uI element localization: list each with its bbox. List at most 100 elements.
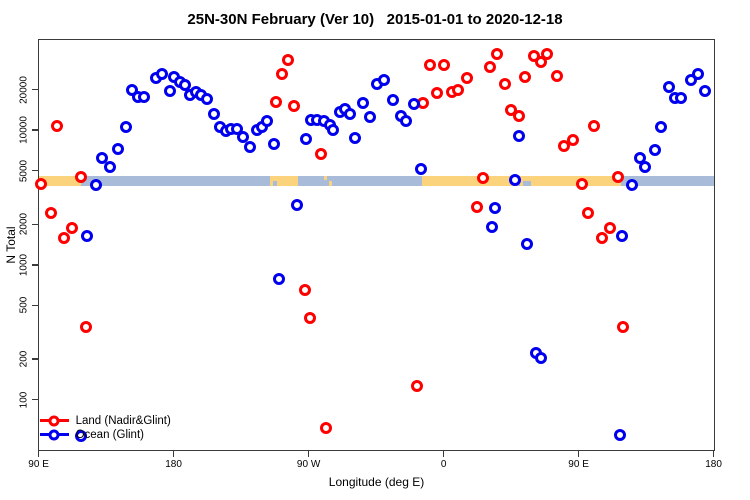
- data-point-ocean: [625, 178, 638, 191]
- data-point-ocean: [261, 114, 274, 127]
- data-point-land: [581, 207, 594, 220]
- data-point-ocean: [663, 81, 676, 94]
- map-band-ocean: [621, 175, 714, 186]
- data-point-land: [45, 206, 58, 219]
- x-axis-title: Longitude (deg E): [328, 475, 425, 489]
- data-point-ocean: [535, 352, 548, 365]
- data-point-land: [430, 86, 443, 99]
- data-point-land: [65, 222, 78, 235]
- x-tick-label: 90 E: [28, 458, 49, 470]
- y-tick: [31, 264, 39, 266]
- data-point-ocean: [356, 96, 369, 109]
- x-tick: [37, 449, 40, 457]
- data-point-ocean: [691, 67, 704, 80]
- y-tick-label: 500: [18, 297, 30, 314]
- data-point-ocean: [387, 94, 400, 107]
- data-point-land: [437, 58, 450, 71]
- data-point-land: [611, 170, 624, 183]
- data-point-land: [275, 67, 288, 80]
- data-point-land: [490, 47, 503, 60]
- data-point-land: [587, 119, 600, 132]
- y-tick: [31, 223, 39, 225]
- data-point-land: [499, 78, 512, 90]
- data-point-ocean: [75, 429, 88, 442]
- data-point-land: [304, 312, 317, 325]
- data-point-ocean: [163, 85, 176, 98]
- data-point-ocean: [639, 160, 652, 173]
- data-point-ocean: [96, 151, 109, 164]
- x-tick-label: 90 W: [296, 458, 321, 470]
- data-point-land: [58, 232, 71, 245]
- x-tick: [307, 449, 310, 457]
- data-point-ocean: [138, 91, 151, 104]
- data-point-land: [269, 96, 282, 109]
- legend: Land (Nadir&Glint) Ocean (Glint): [39, 414, 171, 442]
- map-band-land: [421, 175, 622, 186]
- data-point-ocean: [400, 115, 413, 128]
- data-point-ocean: [343, 107, 356, 120]
- data-point-ocean: [488, 202, 501, 215]
- x-tick: [442, 449, 445, 457]
- data-point-ocean: [268, 137, 281, 150]
- y-axis-title: N Total: [4, 226, 18, 264]
- data-point-land: [595, 232, 608, 245]
- data-point-ocean: [520, 237, 533, 250]
- data-point-land: [541, 48, 554, 61]
- data-point-ocean: [89, 178, 102, 191]
- chart-title: 25N-30N February (Ver 10) 2015-01-01 to …: [187, 11, 563, 28]
- data-point-ocean: [675, 92, 688, 105]
- y-tick: [31, 169, 39, 172]
- y-tick-label: 1000: [18, 253, 30, 276]
- x-tick: [712, 449, 715, 457]
- data-point-ocean: [613, 428, 626, 441]
- data-point-ocean: [349, 132, 362, 145]
- data-point-land: [411, 380, 424, 393]
- y-tick: [31, 398, 39, 401]
- data-point-land: [79, 320, 92, 333]
- y-tick-label: 5000: [18, 159, 30, 182]
- data-point-land: [477, 171, 490, 184]
- data-point-ocean: [408, 98, 421, 111]
- legend-item-land: Land (Nadir&Glint): [39, 414, 171, 428]
- x-tick-label: 90 E: [568, 458, 589, 470]
- map-band-land: [269, 175, 299, 186]
- data-point-ocean: [103, 160, 116, 173]
- data-point-land: [512, 110, 525, 123]
- data-point-ocean: [616, 230, 629, 243]
- data-point-ocean: [273, 272, 286, 285]
- data-point-ocean: [119, 121, 132, 134]
- data-point-land: [288, 100, 301, 113]
- data-point-ocean: [208, 107, 221, 120]
- y-tick-label: 10000: [18, 116, 30, 145]
- data-point-ocean: [512, 130, 525, 143]
- data-point-land: [34, 178, 47, 191]
- data-point-land: [298, 284, 311, 297]
- data-point-ocean: [155, 67, 168, 80]
- data-point-land: [319, 422, 332, 435]
- y-tick-label: 200: [18, 350, 30, 368]
- data-point-land: [519, 70, 532, 83]
- y-tick: [31, 358, 39, 360]
- y-tick: [31, 304, 39, 307]
- data-point-land: [281, 53, 294, 66]
- legend-land-line-marker-icon: [39, 415, 69, 427]
- legend-ocean-circle-icon: [48, 429, 60, 441]
- data-point-land: [460, 72, 473, 85]
- x-tick: [172, 449, 175, 457]
- data-point-ocean: [178, 78, 191, 91]
- legend-land-label: Land (Nadir&Glint): [75, 414, 171, 427]
- data-point-land: [451, 83, 464, 96]
- map-band-ocean: [298, 175, 422, 186]
- data-point-ocean: [291, 198, 304, 211]
- data-point-land: [484, 61, 497, 74]
- data-point-land: [604, 221, 617, 234]
- map-band-detail-ocean: [523, 181, 532, 186]
- map-band-detail-ocean: [273, 181, 278, 186]
- x-tick: [577, 449, 580, 457]
- data-point-ocean: [655, 120, 668, 133]
- data-point-land: [566, 134, 579, 147]
- data-point-land: [616, 321, 629, 334]
- map-band-detail-land: [323, 175, 327, 181]
- data-point-land: [74, 170, 87, 183]
